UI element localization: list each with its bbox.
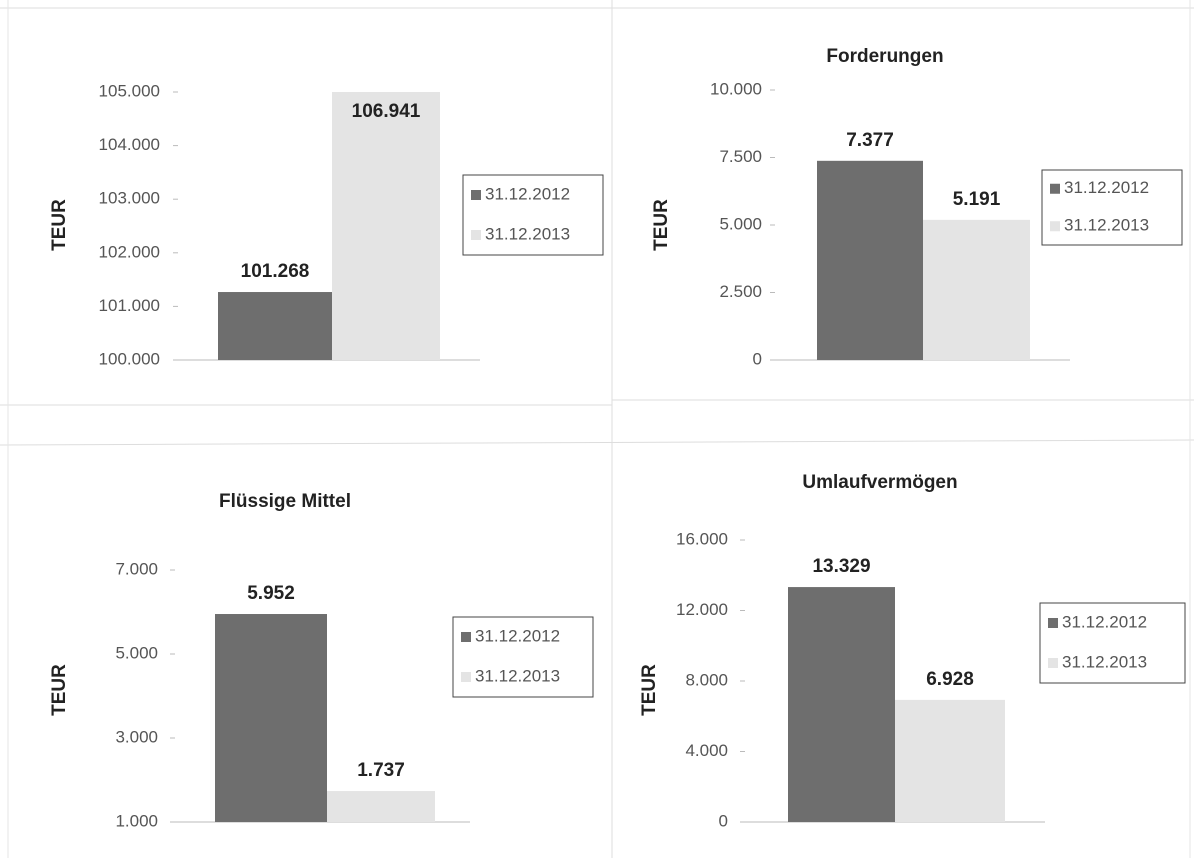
- data-label: 5.952: [247, 583, 295, 604]
- y-tick-label: 7.500: [719, 147, 762, 166]
- y-axis-label: TEUR: [639, 664, 660, 716]
- legend-box: [1039, 602, 1186, 684]
- data-label: 101.268: [241, 261, 310, 282]
- y-tick-label: 7.000: [115, 559, 158, 578]
- legend-label: 31.12.2013: [1064, 216, 1149, 235]
- legend-swatch: [471, 190, 481, 200]
- y-tick-label: 4.000: [685, 741, 728, 760]
- y-tick-label: 101.000: [99, 296, 160, 315]
- bar: [923, 219, 1030, 360]
- legend-label: 31.12.2012: [1064, 178, 1149, 197]
- y-tick-label: 12.000: [676, 600, 728, 619]
- y-tick-label: 104.000: [99, 135, 160, 154]
- y-tick-label: 105.000: [99, 81, 160, 100]
- legend-label: 31.12.2013: [475, 666, 560, 685]
- chart-title: Flüssige Mittel: [219, 491, 351, 512]
- y-tick-label: 102.000: [99, 242, 160, 261]
- data-label: 6.928: [926, 669, 974, 690]
- bars: [788, 587, 1005, 822]
- legend-label: 31.12.2012: [1062, 612, 1147, 631]
- chart-title: Umlaufvermögen: [802, 472, 957, 493]
- y-tick-label: 5.000: [719, 214, 762, 233]
- legend-swatch: [1048, 658, 1058, 668]
- y-tick-label: 5.000: [115, 643, 158, 662]
- legend-swatch: [1050, 221, 1060, 232]
- data-label: 5.191: [953, 189, 1001, 210]
- legend-label: 31.12.2012: [475, 626, 560, 645]
- y-tick-label: 16.000: [676, 529, 728, 548]
- y-tick-label: 103.000: [99, 189, 160, 208]
- bar: [332, 92, 440, 360]
- y-tick-label: 8.000: [685, 670, 728, 689]
- y-tick-label: 100.000: [99, 349, 160, 368]
- bar: [895, 699, 1005, 822]
- y-tick-label: 2.500: [719, 282, 762, 301]
- legend-swatch: [471, 230, 481, 240]
- y-tick-label: 0: [753, 349, 762, 368]
- legend-box: [462, 174, 604, 256]
- bar: [817, 160, 923, 360]
- bar: [788, 587, 895, 822]
- legend-label: 31.12.2013: [1062, 652, 1147, 671]
- data-label: 13.329: [812, 556, 870, 577]
- y-tick-label: 1.000: [115, 811, 158, 830]
- bar: [215, 614, 327, 822]
- y-tick-label: 3.000: [115, 727, 158, 746]
- bars: [817, 160, 1030, 360]
- legend-label: 31.12.2012: [485, 184, 570, 203]
- data-label: 1.737: [357, 760, 405, 781]
- y-axis-label: TEUR: [49, 199, 70, 251]
- y-tick-label: 0: [719, 811, 728, 830]
- legend-swatch: [461, 632, 471, 642]
- panel-border: [0, 439, 1194, 446]
- legend-swatch: [1050, 183, 1060, 194]
- bar: [218, 292, 332, 360]
- legend-swatch: [461, 672, 471, 682]
- legend-box: [452, 616, 594, 698]
- bar: [327, 791, 435, 822]
- chart-title: Forderungen: [826, 46, 943, 67]
- bars: [215, 614, 435, 822]
- data-label: 106.941: [352, 101, 421, 122]
- legend-swatch: [1048, 618, 1058, 628]
- legend-box: [1041, 169, 1183, 246]
- y-axis-label: TEUR: [651, 199, 672, 251]
- data-label: 7.377: [846, 130, 894, 151]
- y-tick-label: 10.000: [710, 79, 762, 98]
- legend-label: 31.12.2013: [485, 224, 570, 243]
- y-axis-label: TEUR: [49, 664, 70, 716]
- bars: [218, 92, 440, 360]
